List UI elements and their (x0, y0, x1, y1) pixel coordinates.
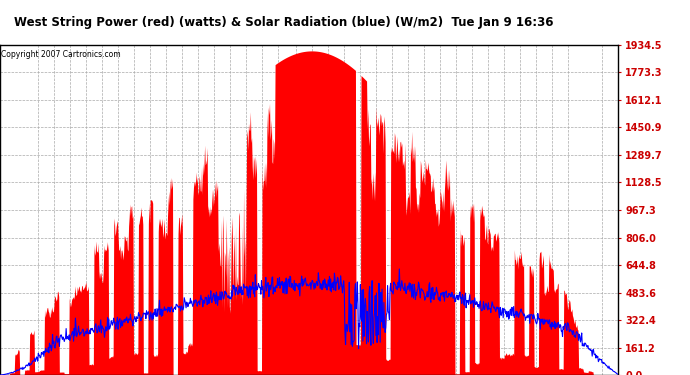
Text: Copyright 2007 Cartronics.com: Copyright 2007 Cartronics.com (1, 50, 121, 59)
Text: West String Power (red) (watts) & Solar Radiation (blue) (W/m2)  Tue Jan 9 16:36: West String Power (red) (watts) & Solar … (14, 16, 553, 29)
